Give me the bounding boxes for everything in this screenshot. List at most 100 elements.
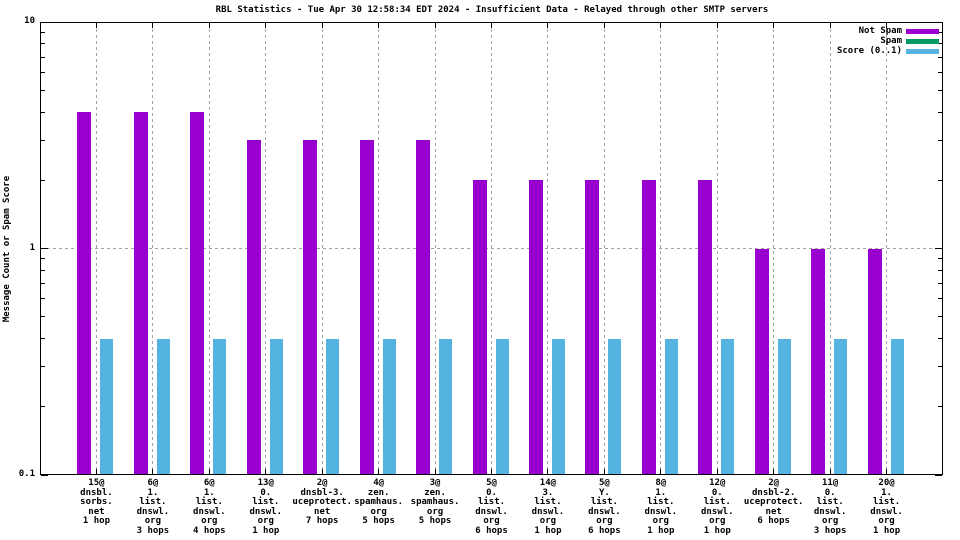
bar-not-spam — [585, 180, 600, 474]
x-tick-label-line: 2@ — [768, 478, 780, 488]
y-minor-tick-right — [938, 283, 942, 285]
bar-not-spam — [416, 140, 431, 474]
bar-not-spam — [698, 180, 713, 474]
x-tick-label-line: 20@ — [878, 478, 895, 488]
x-tick-label-line: list. — [590, 497, 618, 507]
bar-score — [382, 338, 396, 474]
x-tick-label-line: net — [765, 506, 782, 517]
bar-score — [608, 338, 622, 474]
bar-not-spam — [754, 248, 769, 474]
x-tick-label-line: Y. — [598, 487, 610, 498]
x-tick-label-line: 1 hop — [82, 516, 110, 526]
x-tick-top — [603, 23, 605, 28]
y-minor-tick-left — [41, 31, 45, 33]
x-tick-label-line: 1. — [203, 487, 215, 498]
x-tick-label-line: org — [596, 516, 613, 526]
bar-score — [213, 338, 227, 474]
grid-line-vertical — [152, 23, 154, 475]
y-minor-tick-right — [938, 406, 942, 408]
y-minor-tick-right — [938, 338, 942, 340]
bar-not-spam — [133, 112, 148, 474]
y-minor-tick-right — [938, 179, 942, 181]
y-minor-tick-left — [41, 179, 45, 181]
y-minor-tick-right — [938, 298, 942, 300]
grid-line-vertical — [773, 23, 775, 475]
x-tick-label: 14@ 3. list. dnswl. org 1 hop — [493, 478, 603, 536]
x-tick-bottom — [208, 469, 210, 474]
legend-label: Score (0..1) — [836, 45, 902, 56]
grid-line-vertical — [321, 23, 323, 475]
x-tick-top — [95, 23, 97, 28]
y-minor-tick-right — [938, 366, 942, 368]
bar-not-spam — [472, 180, 487, 474]
grid-line-vertical — [434, 23, 436, 475]
x-tick-bottom — [491, 469, 492, 474]
x-tick-label-line: 5 hops — [362, 516, 395, 526]
bar-not-spam — [811, 248, 826, 474]
y-minor-tick-left — [41, 111, 45, 113]
x-tick-label-line: zen. — [367, 487, 390, 498]
x-tick-bottom — [152, 469, 154, 474]
x-tick-top — [829, 23, 831, 28]
x-tick-label-line: 6 hops — [757, 516, 790, 526]
x-tick-label-line: 11@ — [821, 478, 839, 488]
x-tick-label: 2@ dnsbl-2. uceprotect. net 6 hops — [719, 478, 829, 527]
y-minor-tick-right — [938, 139, 942, 141]
x-tick-bottom — [829, 469, 831, 474]
x-tick-top — [886, 23, 888, 28]
x-tick-label-line: 1 hop — [647, 525, 675, 536]
grid-line-vertical — [265, 23, 267, 475]
x-tick-label-line: list. — [195, 497, 223, 507]
legend-swatch-spam — [906, 39, 939, 44]
x-tick-label-line: 15@ — [88, 478, 105, 488]
y-minor-tick-left — [41, 71, 45, 73]
x-tick-top — [716, 23, 718, 28]
y-minor-tick-right — [938, 31, 942, 33]
x-tick-bottom — [716, 469, 718, 474]
x-tick-label-line: 3@ — [429, 478, 441, 488]
x-tick-label-line: list. — [534, 497, 562, 507]
grid-line-vertical — [95, 23, 97, 475]
x-tick-top — [547, 23, 549, 28]
x-tick-label-line: dnswl. — [813, 506, 847, 517]
x-tick-top — [152, 23, 154, 28]
x-tick-label-line: org — [539, 516, 557, 526]
bar-score — [495, 338, 509, 474]
y-minor-tick-right — [938, 43, 942, 45]
x-tick-label-line: org — [370, 506, 387, 517]
bar-score — [269, 338, 283, 474]
x-tick-label-line: 1. — [655, 487, 667, 498]
bar-score — [156, 338, 170, 474]
x-tick-bottom — [773, 469, 775, 474]
x-tick-label-line: dnswl. — [193, 506, 226, 517]
grid-line-vertical — [660, 23, 662, 475]
y-major-tick-left — [41, 248, 48, 249]
x-tick-label-line: org — [144, 516, 161, 526]
x-tick-label-line: dnswl. — [249, 506, 282, 517]
y-minor-tick-right — [938, 269, 942, 271]
x-tick-label: 20@ 1. list. dnswl. org 1 hop — [832, 478, 942, 536]
x-tick-label-line: org — [483, 516, 500, 526]
bar-score — [890, 338, 904, 474]
y-tick-label: 0.1 — [18, 469, 35, 479]
bar-score — [721, 338, 735, 474]
x-tick-label: 2@ dnsbl-3. uceprotect. net 7 hops — [267, 478, 377, 527]
x-tick-label-line: sorbs. — [80, 497, 113, 507]
bar-not-spam — [867, 248, 882, 474]
x-tick-bottom — [321, 469, 323, 474]
x-tick-label-line: list. — [477, 497, 506, 507]
y-minor-tick-left — [41, 258, 45, 260]
x-tick-label-line: 5@ — [598, 478, 610, 488]
bar-not-spam — [190, 112, 205, 474]
x-tick-label: 6@ 1. list. dnswl. org 3 hops — [98, 478, 208, 536]
x-tick-label: 12@ 0. list. dnswl. org 1 hop — [662, 478, 772, 536]
x-tick-label-line: 4 hops — [193, 525, 226, 536]
bar-not-spam — [303, 140, 318, 474]
x-tick-label: 6@ 1. list. dnswl. org 4 hops — [154, 478, 264, 536]
x-tick-label-line: org — [201, 516, 218, 526]
x-tick-label-line: net — [88, 506, 105, 517]
x-tick-label-line: 1 hop — [703, 525, 731, 536]
x-tick-bottom — [95, 469, 97, 474]
x-tick-label-line: 13@ — [257, 478, 274, 488]
x-tick-label: 5@ 0. list. dnswl. org 6 hops — [437, 478, 547, 536]
